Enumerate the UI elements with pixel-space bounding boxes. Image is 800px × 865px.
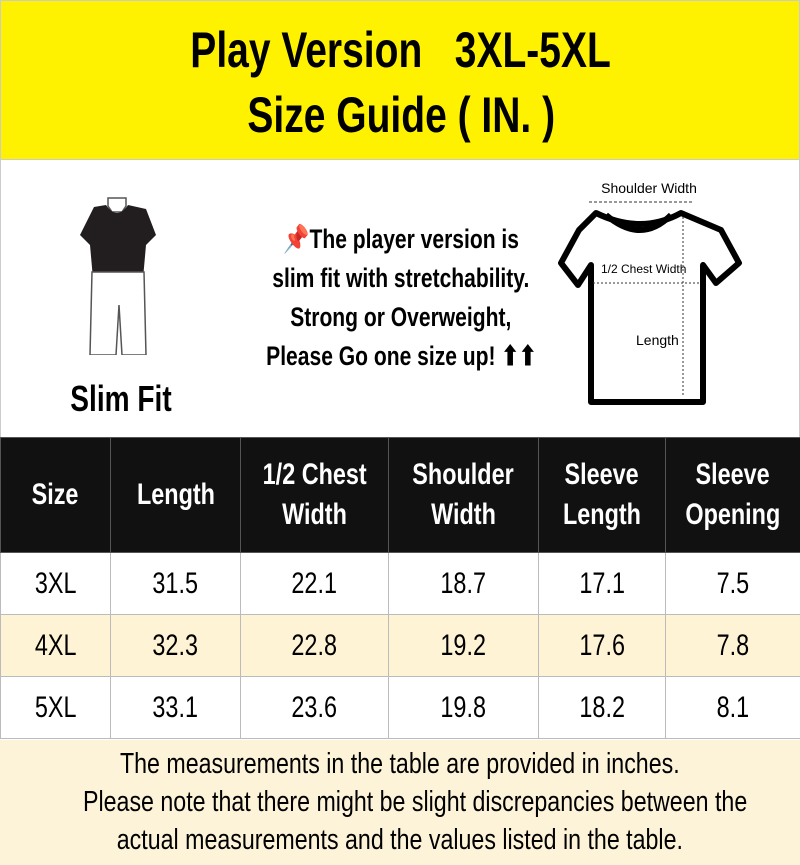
table-cell: 17.1 (538, 552, 666, 615)
table-cell: 31.5 (110, 552, 241, 615)
table-cell: 19.8 (388, 676, 539, 739)
table-cell: 33.1 (110, 676, 241, 739)
column-header: Shoulder Width (388, 437, 539, 553)
footer-line: The measurements in the table are provid… (120, 748, 680, 780)
title-line-1: Play Version 3XL-5XL (190, 22, 612, 78)
tshirt-measurement-diagram: Shoulder Width 1/2 Chest Width Length (558, 180, 742, 405)
table-cell: 8.1 (665, 676, 800, 739)
table-cell: 5XL (0, 676, 111, 739)
table-cell: 22.1 (240, 552, 389, 615)
column-header: 1/2 Chest Width (240, 437, 389, 553)
table-cell: 22.8 (240, 614, 389, 677)
table-cell: 19.2 (388, 614, 539, 677)
table-cell: 32.3 (110, 614, 241, 677)
table-cell: 7.5 (665, 552, 800, 615)
length-label: Length (636, 332, 679, 348)
size-table: Size Length 1/2 Chest Width Shoulder Width… (0, 437, 800, 739)
fit-note: 📌The player version is slim fit with str… (201, 220, 601, 376)
fit-info-section: Slim Fit 📌The player version is slim fit… (0, 160, 800, 437)
table-row: 5XL 33.1 23.6 19.8 18.2 8.1 (0, 676, 800, 739)
chest-width-label: 1/2 Chest Width (601, 262, 686, 276)
slim-fit-figure-icon (80, 197, 156, 355)
title-banner: Play Version 3XL-5XL Size Guide ( IN. ) (0, 0, 800, 160)
shoulder-width-label: Shoulder Width (601, 180, 697, 196)
note-line: Strong or Overweight, (290, 302, 512, 332)
note-line: 📌The player version is (283, 224, 519, 254)
table-cell: 17.6 (538, 614, 666, 677)
slim-fit-label: Slim Fit (70, 378, 172, 419)
table-row: 4XL 32.3 22.8 19.2 17.6 7.8 (0, 614, 800, 677)
column-header: Size (0, 437, 111, 553)
note-line: slim fit with stretchability. (272, 263, 530, 293)
footer-note: The measurements in the table are provid… (0, 740, 800, 865)
column-header: Sleeve Opening (665, 437, 800, 553)
table-cell: 18.2 (538, 676, 666, 739)
table-cell: 23.6 (240, 676, 389, 739)
table-row: 3XL 31.5 22.1 18.7 17.1 7.5 (0, 552, 800, 615)
footer-line: Please note that there might be slight d… (83, 786, 748, 818)
table-cell: 3XL (0, 552, 111, 615)
column-header: Length (110, 437, 241, 553)
table-cell: 7.8 (665, 614, 800, 677)
column-header: Sleeve Length (538, 437, 666, 553)
table-cell: 18.7 (388, 552, 539, 615)
table-header-row: Size Length 1/2 Chest Width Shoulder Width… (0, 437, 800, 553)
table-cell: 4XL (0, 614, 111, 677)
title-line-2: Size Guide ( IN. ) (247, 87, 555, 143)
footer-line: actual measurements and the values liste… (116, 824, 684, 856)
note-line: Please Go one size up! ⬆⬆ (265, 341, 537, 371)
